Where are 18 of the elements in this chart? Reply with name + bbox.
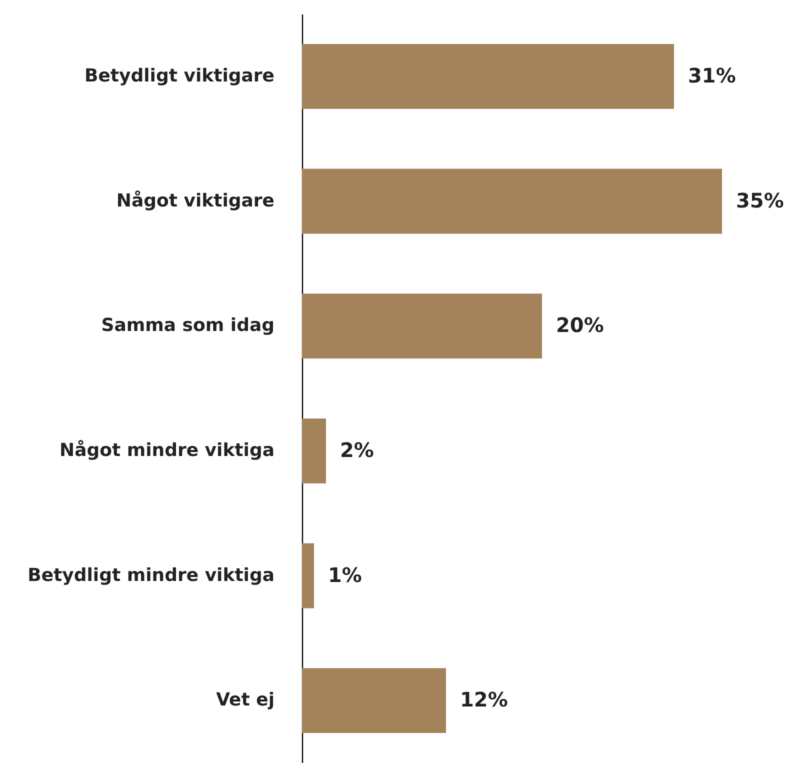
data-label: 20% <box>556 313 604 338</box>
bar <box>302 668 446 734</box>
bar <box>302 168 722 234</box>
y-tick-label: Vet ej <box>216 690 274 711</box>
y-tick-label: Betydligt viktigare <box>84 65 274 86</box>
data-label: 35% <box>736 188 784 212</box>
bar <box>302 543 314 608</box>
data-label: 2% <box>340 438 374 462</box>
y-tick-label: Samma som idag <box>101 315 274 336</box>
y-tick-label: Betydligt mindre viktiga <box>28 564 274 586</box>
y-tick-label: Något mindre viktiga <box>60 440 274 461</box>
bar <box>302 44 674 109</box>
data-label: 12% <box>460 688 508 712</box>
bar <box>302 418 326 484</box>
y-tick-label: Något viktigare <box>116 190 274 212</box>
bar <box>302 294 542 359</box>
data-label: 31% <box>688 63 736 88</box>
data-label: 1% <box>328 562 362 587</box>
